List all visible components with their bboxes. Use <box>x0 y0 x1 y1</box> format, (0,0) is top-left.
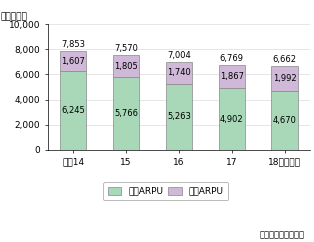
Text: 1,607: 1,607 <box>61 57 85 66</box>
Bar <box>113 77 139 150</box>
Text: 7,853: 7,853 <box>61 40 85 49</box>
Legend: 音声ARPU, デーARPU: 音声ARPU, デーARPU <box>103 182 228 200</box>
Bar <box>60 71 86 150</box>
Text: （円／人）: （円／人） <box>1 13 28 22</box>
Bar <box>113 55 139 77</box>
Bar <box>166 62 192 84</box>
Text: 4,902: 4,902 <box>220 115 244 124</box>
Bar <box>272 66 298 91</box>
Text: 5,263: 5,263 <box>167 112 191 121</box>
Text: 7,004: 7,004 <box>167 51 191 60</box>
Text: 6,662: 6,662 <box>273 55 297 64</box>
Bar <box>219 65 245 88</box>
Text: 6,245: 6,245 <box>61 106 85 115</box>
Text: 6,769: 6,769 <box>220 54 244 63</box>
Text: 各社資料により作成: 各社資料により作成 <box>260 231 305 240</box>
Text: 1,805: 1,805 <box>114 61 138 71</box>
Text: 1,740: 1,740 <box>167 68 191 77</box>
Bar <box>60 51 86 71</box>
Bar <box>166 84 192 150</box>
Text: 1,867: 1,867 <box>220 72 244 81</box>
Text: 5,766: 5,766 <box>114 109 138 118</box>
Text: 7,570: 7,570 <box>114 44 138 53</box>
Text: 4,670: 4,670 <box>273 116 297 125</box>
Text: 1,992: 1,992 <box>273 74 296 83</box>
Bar <box>272 91 298 150</box>
Bar <box>219 88 245 150</box>
